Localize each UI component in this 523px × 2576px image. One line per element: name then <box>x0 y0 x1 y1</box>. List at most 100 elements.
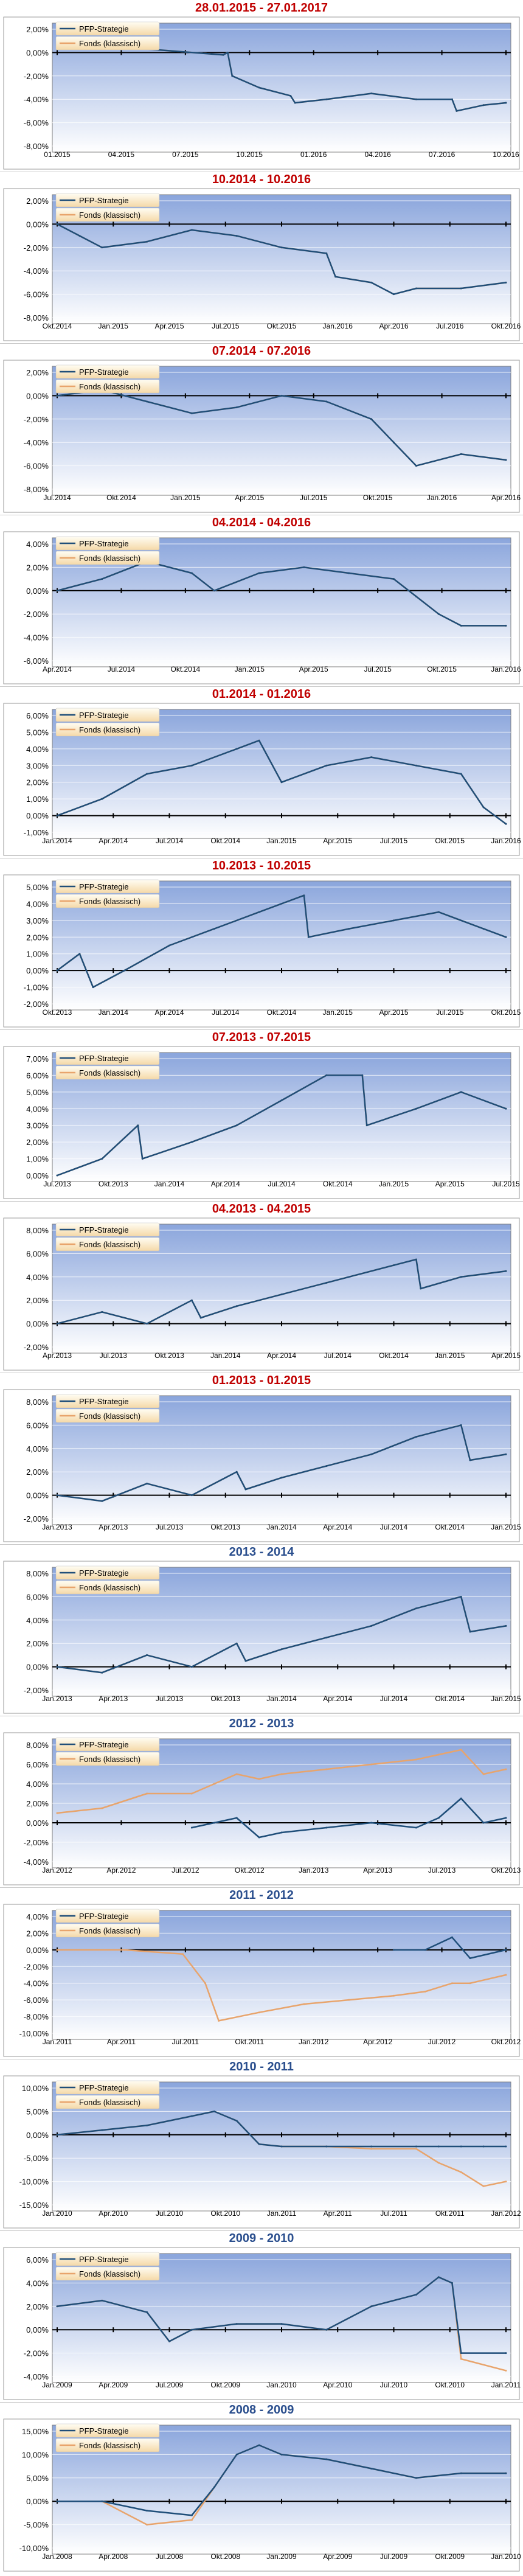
legend-swatch-bg <box>55 2080 160 2095</box>
x-tick-label: Jul.2008 <box>156 2552 184 2561</box>
y-tick-label: -6,00% <box>24 290 49 299</box>
data-point-pfp-strategie <box>294 102 296 104</box>
data-point-pfp-strategie <box>190 1494 193 1497</box>
y-tick-label: -8,00% <box>24 2013 49 2022</box>
data-point-fonds <box>303 2003 305 2005</box>
legend-swatch-bg <box>55 21 160 36</box>
legend-swatch-bg <box>55 193 160 207</box>
x-tick-label: Jul.2015 <box>300 493 328 502</box>
data-point-pfp-strategie <box>415 2145 417 2148</box>
x-tick-label: Apr.2016 <box>379 322 408 330</box>
x-tick-label: Jul.2015 <box>492 1180 520 1188</box>
legend: PFP-Strategie Fonds (klassisch) <box>55 879 160 908</box>
data-point-pfp-strategie <box>307 936 310 938</box>
data-point-pfp-strategie <box>101 798 103 800</box>
data-point-pfp-strategie <box>101 2299 103 2302</box>
data-point-pfp-strategie <box>280 2145 283 2148</box>
x-tick-label: Jan.2016 <box>427 493 457 502</box>
x-tick-label: Jan.2015 <box>491 1523 521 1531</box>
data-point-pfp-strategie <box>146 1482 148 1485</box>
x-tick-label: Okt.2009 <box>210 2381 240 2389</box>
y-tick-label: 15,00% <box>22 2427 49 2436</box>
x-tick-label: Jan.2016 <box>323 322 353 330</box>
data-point-pfp-strategie <box>325 400 328 403</box>
data-point-pfp-strategie <box>469 1631 471 1633</box>
data-point-pfp-strategie <box>505 1270 507 1272</box>
data-point-fonds <box>505 2369 507 2372</box>
legend-item-pfp-strategie: PFP-Strategie <box>79 24 129 33</box>
data-point-pfp-strategie <box>505 2472 507 2474</box>
data-point-pfp-strategie <box>101 1158 103 1160</box>
x-tick-label: Jan.2014 <box>42 837 72 845</box>
data-point-pfp-strategie <box>289 94 292 97</box>
y-tick-label: -10,00% <box>19 2544 49 2553</box>
y-tick-label: -2,00% <box>24 72 49 81</box>
y-tick-label: 4,00% <box>26 1273 49 1282</box>
line-chart: 5,00% 4,00% 3,00% 2,00% 1,00% 0,00% -1,00% -2,0… <box>3 874 521 1028</box>
x-tick-label: Jul.2015 <box>364 665 392 674</box>
line-chart: 10,00%5,00%0,00%-5,00%-10,00%-15,00%Jan.… <box>3 2075 521 2229</box>
x-tick-label: Okt.2016 <box>491 322 521 330</box>
x-tick-label: Jan.2015 <box>266 837 297 845</box>
x-tick-label: Jul.2016 <box>436 322 464 330</box>
data-point-pfp-strategie <box>141 1158 144 1160</box>
chart-title: 2013 - 2014 <box>229 1545 294 1559</box>
legend-swatch-bg <box>55 1909 160 1923</box>
x-tick-label: Okt.2014 <box>106 493 136 502</box>
x-tick-label: Apr.2014 <box>323 1694 352 1703</box>
data-point-pfp-strategie <box>56 394 58 397</box>
data-point-pfp-strategie <box>303 566 305 568</box>
x-tick-label: Jan.2010 <box>491 2552 521 2561</box>
data-point-pfp-strategie <box>190 2115 193 2117</box>
x-tick-label: Jul.2013 <box>43 1180 71 1188</box>
x-tick-label: 04.2016 <box>364 150 391 159</box>
data-point-pfp-strategie <box>101 1500 103 1502</box>
data-point-pfp-strategie <box>235 1642 238 1645</box>
x-tick-label: Jul.2014 <box>324 1351 352 1360</box>
chart-title: 10.2014 - 10.2016 <box>212 173 311 186</box>
legend-item-pfp-strategie: PFP-Strategie <box>79 882 129 891</box>
data-point-pfp-strategie <box>280 394 283 397</box>
y-tick-label: -4,00% <box>24 438 49 447</box>
data-point-pfp-strategie <box>235 2323 238 2325</box>
data-point-fonds <box>213 1783 215 1785</box>
data-point-fonds <box>451 1982 453 1985</box>
chart-panel: 2012 - 2013 8,00% 6,00% 4,00% 2,00% 0,00% -2,0… <box>0 1716 523 1887</box>
chart-title: 2010 - 2011 <box>229 2060 294 2073</box>
x-tick-label: Apr.2014 <box>267 1351 296 1360</box>
y-tick-label: 1,00% <box>26 795 49 804</box>
legend: PFP-Strategie Fonds (klassisch) <box>55 364 160 394</box>
y-tick-label: 0,00% <box>26 587 49 596</box>
data-point-fonds <box>437 1753 440 1756</box>
legend-item-fonds: Fonds (klassisch) <box>79 2098 140 2107</box>
data-point-pfp-strategie <box>505 1624 507 1627</box>
data-point-pfp-strategie <box>222 54 224 56</box>
data-point-pfp-strategie <box>123 969 126 972</box>
x-tick-label: Apr.2012 <box>106 1866 136 1875</box>
legend-swatch-bg <box>55 722 160 737</box>
data-point-pfp-strategie <box>370 756 373 759</box>
y-tick-label: 0,00% <box>26 220 49 229</box>
legend-item-pfp-strategie: PFP-Strategie <box>79 1912 129 1921</box>
data-point-pfp-strategie <box>361 1074 364 1076</box>
x-tick-label: Apr.2015 <box>323 837 352 845</box>
x-tick-label: Apr.2015 <box>491 1351 521 1360</box>
data-point-fonds <box>204 1982 207 1985</box>
data-point-pfp-strategie <box>101 246 103 249</box>
y-tick-label: 5,00% <box>26 2107 49 2116</box>
x-tick-label: Okt.2014 <box>435 1694 465 1703</box>
data-point-pfp-strategie <box>437 2145 440 2148</box>
x-tick-label: Jan.2012 <box>491 2209 521 2218</box>
x-tick-label: Okt.2013 <box>210 1694 240 1703</box>
y-tick-label: 3,00% <box>26 761 49 770</box>
data-point-pfp-strategie <box>325 98 328 100</box>
x-tick-label: Okt.2015 <box>363 493 393 502</box>
legend: PFP-Strategie Fonds (klassisch) <box>55 1394 160 1423</box>
y-tick-label: -4,00% <box>24 633 49 642</box>
data-point-pfp-strategie <box>56 1323 58 1325</box>
data-point-pfp-strategie <box>460 287 462 290</box>
y-tick-label: 5,00% <box>26 2474 49 2483</box>
y-tick-label: -4,00% <box>24 1857 49 1867</box>
data-point-pfp-strategie <box>469 1957 471 1960</box>
chart-title: 07.2013 - 07.2015 <box>212 1031 311 1044</box>
